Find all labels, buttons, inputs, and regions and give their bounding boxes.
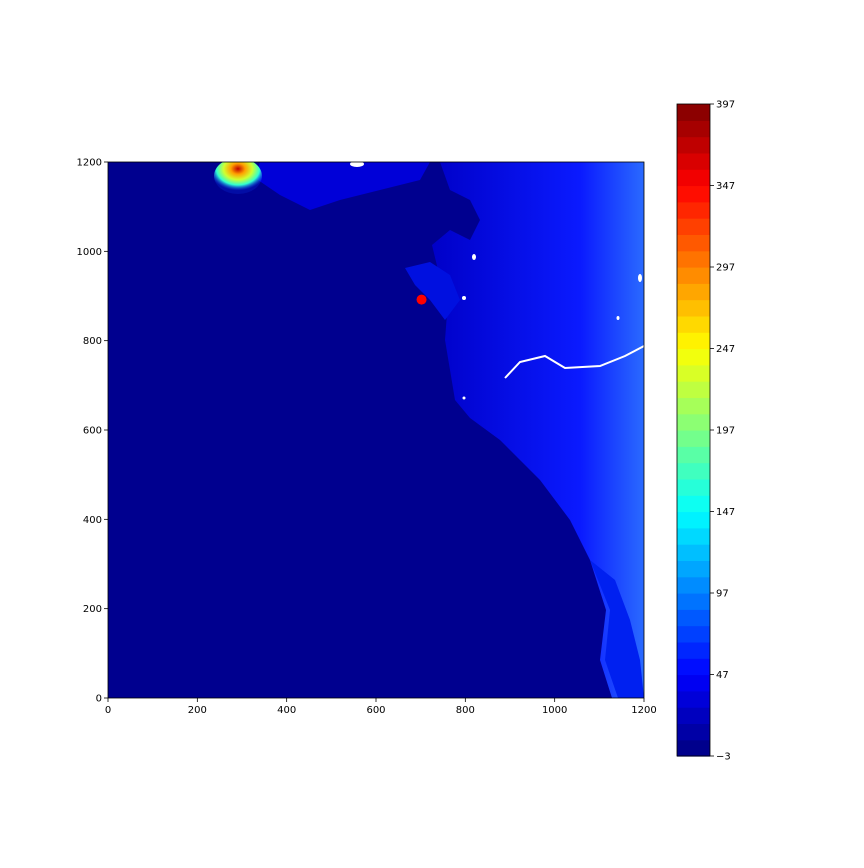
nodata-patch [638, 274, 642, 282]
colorbar-level [677, 723, 710, 741]
colorbar-level [677, 234, 710, 252]
colorbar-level [677, 136, 710, 154]
colorbar-tick-label: 397 [716, 100, 735, 111]
south-coast [590, 560, 644, 698]
x-tick-label: 400 [277, 705, 296, 716]
hot-spot [214, 162, 262, 194]
y-tick-label: 1000 [77, 247, 102, 258]
colorbar-level [677, 169, 710, 187]
colorbar-level [677, 430, 710, 447]
y-tick-label: 600 [83, 426, 102, 437]
colorbar-tick-label: 147 [716, 507, 735, 518]
y-tick-label: 0 [96, 694, 102, 705]
nodata-patch [616, 316, 620, 320]
colorbar-level [677, 462, 710, 480]
colorbar [676, 103, 711, 757]
colorbar-level [677, 283, 710, 301]
colorbar-level [677, 397, 710, 415]
colorbar-level [677, 185, 710, 203]
colorbar-level [677, 250, 710, 268]
nodata-patch [350, 162, 364, 167]
colorbar-level [677, 315, 710, 333]
colorbar-tick-label: 197 [716, 426, 735, 437]
river [504, 345, 644, 379]
colorbar-level [677, 364, 710, 382]
y-tick-label: 1200 [77, 158, 102, 169]
colorbar-level [677, 609, 710, 627]
colorbar-level [677, 527, 710, 545]
colorbar-level [677, 381, 710, 398]
colorbar-level [677, 641, 710, 659]
colorbar-level [677, 104, 710, 121]
x-tick-label: 200 [188, 705, 207, 716]
colorbar-tick-label: 97 [716, 589, 729, 600]
colorbar-level [677, 593, 710, 610]
colorbar-tick-label: 297 [716, 263, 735, 274]
peninsula [405, 262, 460, 320]
colorbar-ticks: −3 47 97 147 197 247 297 347 397 [710, 100, 735, 763]
land-area [432, 162, 644, 698]
x-tick-label: 600 [366, 705, 385, 716]
x-tick-label: 1200 [631, 705, 656, 716]
colorbar-level [677, 218, 710, 235]
colorbar-tick-label: 47 [716, 670, 729, 681]
colorbar-level [677, 446, 710, 464]
colorbar-level [677, 120, 710, 138]
location-marker [416, 294, 427, 305]
colorbar-level [677, 560, 710, 578]
y-axis: 0 200 400 600 800 1000 1200 [77, 158, 108, 705]
colorbar-level [677, 495, 710, 513]
colorbar-tick-label: 247 [716, 344, 735, 355]
colorbar-level [677, 511, 710, 529]
y-tick-label: 800 [83, 336, 102, 347]
colorbar-level [677, 739, 710, 757]
y-tick-label: 400 [83, 515, 102, 526]
colorbar-level [677, 413, 710, 431]
colorbar-level [677, 478, 710, 496]
nodata-patch [472, 254, 476, 260]
colorbar-level [677, 576, 710, 594]
colorbar-level [677, 544, 710, 561]
colorbar-tick-label: −3 [716, 752, 731, 763]
colorbar-level [677, 707, 710, 724]
colorbar-level [677, 625, 710, 643]
colorbar-level [677, 674, 710, 692]
colorbar-level [677, 332, 710, 350]
heatmap-field [108, 162, 644, 698]
colorbar-level [677, 201, 710, 219]
x-axis: 0 200 400 600 800 1000 1200 [105, 698, 657, 716]
colorbar-tick-label: 347 [716, 181, 735, 192]
y-tick-label: 200 [83, 604, 102, 615]
colorbar-level [677, 152, 710, 170]
colorbar-level [677, 299, 710, 317]
colorbar-level [677, 658, 710, 676]
colorbar-level [677, 690, 710, 708]
colorbar-level [677, 348, 710, 366]
nodata-patch [462, 296, 466, 300]
x-tick-label: 0 [105, 705, 111, 716]
colorbar-level [677, 267, 710, 284]
x-tick-label: 800 [456, 705, 475, 716]
nodata-patch [462, 396, 466, 400]
north-land [255, 162, 430, 210]
x-tick-label: 1000 [542, 705, 567, 716]
